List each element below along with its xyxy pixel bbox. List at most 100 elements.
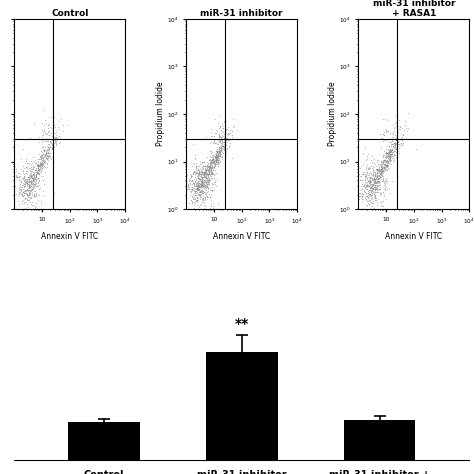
Point [382, 153, 389, 161]
Point [195, 177, 203, 185]
Point [216, 143, 223, 151]
Point [196, 175, 204, 182]
Point [199, 179, 207, 186]
Point [207, 184, 214, 191]
Point [368, 164, 375, 172]
Point [12, 171, 19, 178]
Point [385, 165, 393, 173]
Point [188, 162, 195, 170]
Point [27, 157, 35, 165]
Point [388, 140, 396, 147]
Point [219, 142, 227, 150]
Point [182, 179, 190, 186]
Point [372, 185, 380, 193]
Point [363, 182, 371, 190]
Point [374, 195, 382, 202]
Point [370, 155, 378, 163]
Point [218, 141, 225, 148]
Point [198, 173, 205, 181]
Point [202, 176, 210, 184]
Point [27, 172, 35, 180]
Point [383, 136, 390, 144]
Point [227, 126, 235, 134]
Point [24, 191, 32, 199]
Point [371, 170, 378, 178]
Point [205, 170, 213, 178]
Point [404, 124, 412, 132]
Point [206, 204, 214, 211]
Point [204, 180, 211, 188]
Point [208, 156, 215, 164]
Point [371, 175, 378, 182]
Bar [206, 352, 278, 460]
Point [218, 144, 225, 152]
Point [389, 131, 397, 138]
Point [45, 146, 52, 153]
Point [199, 197, 206, 204]
Point [211, 178, 219, 186]
Point [29, 176, 37, 183]
Point [388, 148, 395, 155]
Point [33, 170, 40, 178]
Point [382, 149, 389, 156]
Point [201, 170, 209, 177]
Point [212, 152, 219, 160]
Point [379, 202, 386, 210]
Point [214, 156, 221, 164]
Point [191, 155, 199, 163]
Point [204, 171, 212, 178]
Point [377, 162, 385, 170]
Point [221, 134, 229, 142]
Point [202, 182, 210, 190]
Point [207, 149, 215, 157]
Point [44, 124, 52, 132]
Point [37, 159, 45, 167]
Point [210, 156, 217, 164]
Point [201, 182, 209, 190]
Point [199, 180, 206, 188]
Point [25, 178, 32, 186]
Point [368, 175, 375, 183]
Point [209, 170, 217, 177]
Point [38, 164, 46, 172]
Point [40, 162, 47, 170]
Point [198, 175, 206, 182]
Point [198, 181, 205, 188]
Point [366, 168, 374, 176]
Point [34, 196, 42, 204]
Point [391, 148, 398, 155]
Point [377, 175, 384, 182]
Point [195, 185, 202, 192]
Point [27, 170, 34, 177]
Point [23, 181, 31, 189]
Point [201, 171, 208, 178]
Point [375, 165, 383, 173]
Point [23, 190, 31, 198]
Point [380, 188, 387, 196]
Point [37, 153, 45, 160]
Point [186, 176, 193, 184]
Point [24, 193, 32, 201]
Point [214, 152, 221, 160]
Point [26, 190, 33, 197]
Point [33, 170, 40, 177]
Point [19, 162, 27, 170]
Point [24, 186, 32, 194]
Point [183, 171, 191, 179]
Point [361, 181, 369, 188]
Point [199, 187, 206, 195]
Point [31, 174, 38, 182]
Point [219, 142, 227, 149]
Point [392, 137, 400, 144]
Point [371, 191, 378, 199]
Point [215, 152, 223, 160]
Point [26, 160, 33, 167]
Point [30, 171, 37, 179]
Point [190, 179, 197, 187]
Point [381, 163, 389, 171]
Point [18, 191, 26, 198]
Point [39, 144, 47, 151]
Point [29, 176, 37, 183]
Point [30, 177, 38, 184]
Point [198, 159, 206, 167]
